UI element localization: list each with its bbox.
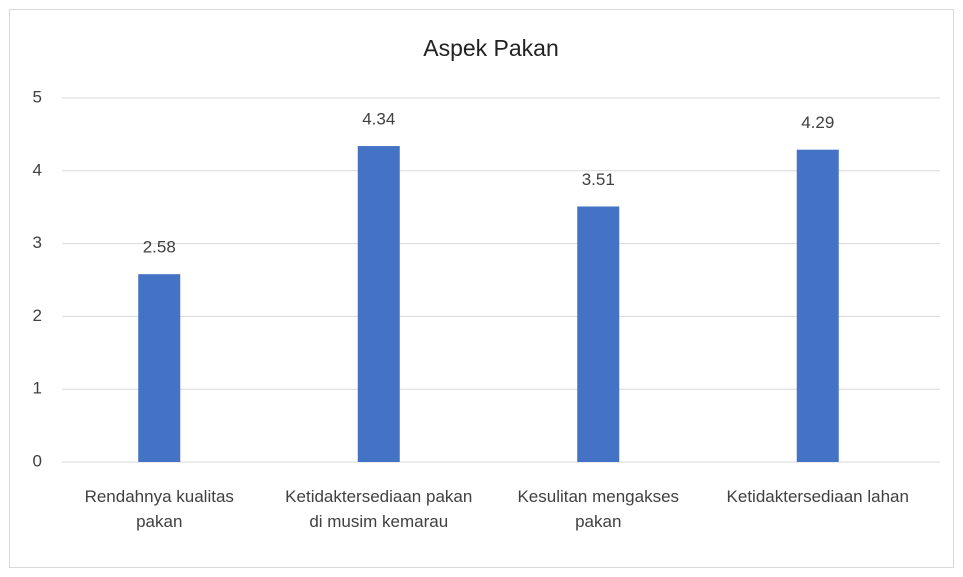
data-label: 3.51: [582, 170, 615, 189]
chart-title: Aspek Pakan: [423, 35, 559, 61]
x-tick-label: Kesulitan mengakses pakan: [517, 487, 680, 531]
data-label: 4.34: [362, 110, 395, 129]
x-tick-label: Rendahnya kualitas pakan: [84, 487, 234, 531]
y-tick-label: 3: [33, 233, 42, 252]
bar: [138, 274, 181, 462]
y-tick-label: 0: [33, 451, 42, 470]
bar: [577, 206, 620, 462]
y-tick-label: 1: [33, 379, 42, 398]
y-tick-label: 5: [33, 87, 42, 106]
data-label: 4.29: [801, 113, 834, 132]
data-label: 2.58: [143, 238, 176, 257]
bar: [357, 146, 400, 462]
x-tick-label: Ketidaktersediaan lahan: [726, 487, 909, 506]
bar: [796, 149, 839, 463]
y-tick-label: 2: [33, 306, 42, 325]
x-tick-label: Ketidaktersediaan pakan di musim kemarau: [285, 487, 473, 531]
y-tick-label: 4: [33, 160, 42, 179]
